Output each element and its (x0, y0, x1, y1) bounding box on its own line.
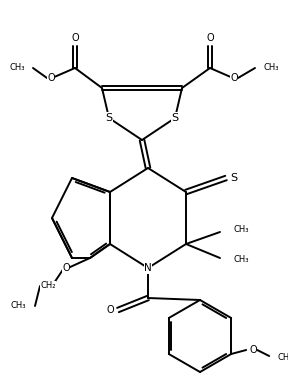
Text: S: S (230, 173, 238, 183)
Text: CH₃: CH₃ (10, 301, 26, 311)
Text: S: S (171, 113, 179, 123)
Text: O: O (230, 73, 238, 83)
Text: O: O (249, 345, 257, 355)
Text: O: O (62, 263, 70, 273)
Text: CH₃: CH₃ (277, 354, 288, 362)
Text: N: N (144, 263, 152, 273)
Text: CH₃: CH₃ (234, 225, 249, 235)
Text: O: O (47, 73, 55, 83)
Text: CH₃: CH₃ (10, 63, 25, 73)
Text: CH₃: CH₃ (263, 63, 278, 73)
Text: CH₂: CH₂ (40, 281, 56, 291)
Text: O: O (71, 33, 79, 43)
Text: S: S (105, 113, 113, 123)
Text: CH₃: CH₃ (234, 255, 249, 265)
Text: O: O (106, 305, 114, 315)
Text: O: O (206, 33, 214, 43)
